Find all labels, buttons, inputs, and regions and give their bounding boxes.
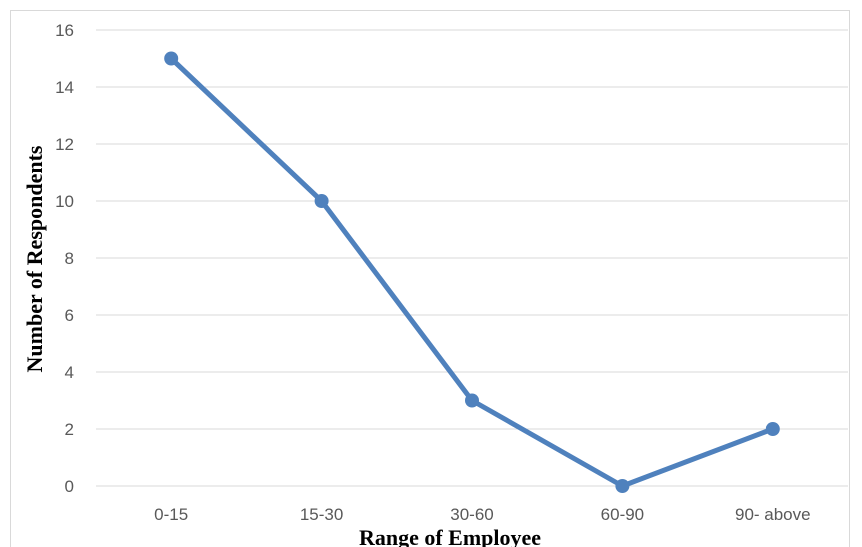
y-axis-tick-labels: 0 2 4 6 8 10 12 14 16 — [55, 21, 74, 496]
y-axis-title: Number of Respondents — [22, 145, 47, 372]
y-tick-label: 0 — [65, 477, 74, 496]
y-tick-label: 14 — [55, 78, 74, 97]
y-tick-label: 4 — [65, 363, 74, 382]
y-tick-label: 2 — [65, 420, 74, 439]
y-tick-label: 10 — [55, 192, 74, 211]
series-layer — [164, 51, 780, 493]
data-point — [465, 393, 479, 408]
gridlines — [96, 29, 848, 487]
data-point — [765, 422, 780, 436]
x-tick-label: 15-30 — [300, 505, 343, 524]
x-axis-title: Range of Employee — [359, 525, 541, 547]
data-point — [615, 479, 630, 493]
x-tick-label: 90- above — [735, 505, 811, 524]
y-tick-label: 6 — [65, 306, 74, 325]
y-tick-label: 8 — [65, 249, 74, 268]
x-tick-label: 60-90 — [601, 505, 644, 524]
chart-area — [10, 10, 850, 547]
data-point — [164, 51, 179, 66]
x-axis-tick-labels: 0-15 15-30 30-60 60-90 90- above — [154, 505, 810, 524]
y-tick-label: 16 — [55, 21, 74, 40]
data-point — [314, 194, 329, 208]
y-tick-label: 12 — [55, 135, 74, 154]
series-line — [169, 56, 774, 489]
x-tick-label: 30-60 — [450, 505, 493, 524]
x-tick-label: 0-15 — [154, 505, 188, 524]
